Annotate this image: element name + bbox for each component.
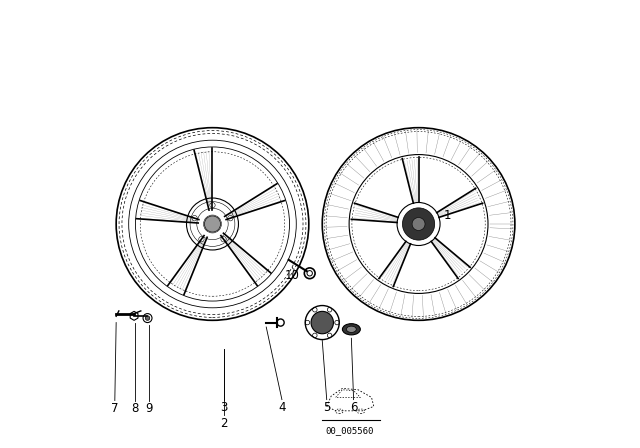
Circle shape [403,208,435,240]
Text: 4: 4 [278,401,285,414]
Circle shape [204,216,221,232]
Text: 8: 8 [132,402,139,415]
Text: 00_005560: 00_005560 [325,426,373,435]
Text: 3: 3 [220,401,227,414]
Text: 10: 10 [285,269,300,282]
Circle shape [145,316,150,320]
Text: 1: 1 [444,208,451,222]
Text: 6: 6 [350,401,357,414]
Circle shape [412,218,425,230]
Ellipse shape [342,323,360,335]
Text: 9: 9 [145,402,152,415]
Text: 7: 7 [111,402,118,415]
Text: 2: 2 [220,417,227,430]
Ellipse shape [346,326,356,332]
Text: 5: 5 [323,401,330,414]
Circle shape [311,311,333,334]
